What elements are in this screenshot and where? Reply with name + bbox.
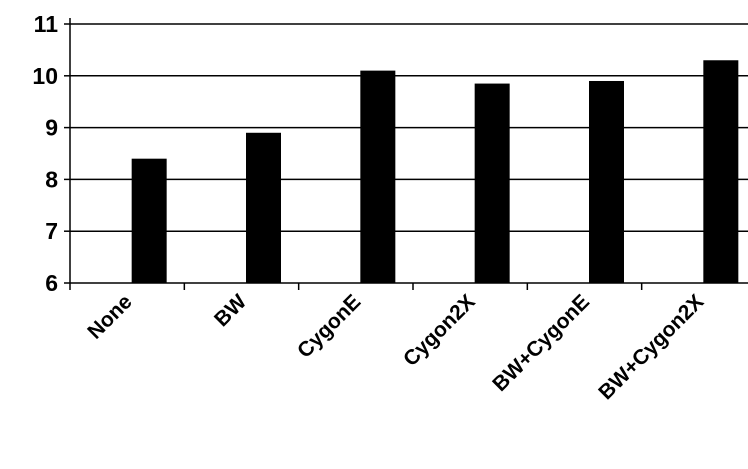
gridlines [70,23,748,232]
y-tick-label: 9 [45,115,58,141]
y-tick-label: 7 [45,218,58,244]
x-tick-labels: None BW CygonE Cygon2X BW+CygonE BW+Cygon2X [83,290,708,404]
y-tick-label: 8 [45,166,58,192]
x-tick-label: CygonE [293,290,365,362]
x-tick-label: None [83,290,136,343]
y-tick-label: 6 [45,270,58,296]
x-tick-label: BW+Cygon2X [594,290,708,404]
bar-cygon2x [474,83,510,283]
bar-bw [246,132,281,283]
bars [131,60,739,284]
bar-cygone [360,70,396,284]
bar-bw-cygon2x [703,60,739,284]
y-tick-label: 11 [34,11,59,37]
x-tick-label: BW+CygonE [488,290,594,396]
y-tick-labels: 6 7 8 9 10 11 [32,11,58,296]
bar-bw-cygone [589,80,624,283]
x-tick-label: BW [210,290,251,331]
bar-none [131,158,167,283]
x-tick-label: Cygon2X [399,290,480,371]
y-tick-label: 10 [32,63,58,89]
axes [64,18,748,290]
